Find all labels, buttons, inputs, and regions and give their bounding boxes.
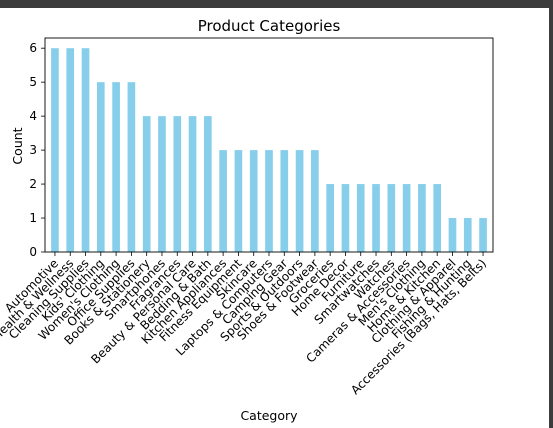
bar [112,82,120,253]
chart-title: Product Categories [198,17,341,35]
bar [372,184,380,252]
bar [341,184,350,252]
plot-area-frame [44,37,494,253]
bar [142,116,151,252]
bar [265,150,273,252]
y-tick-label: 4 [29,109,37,123]
bar [479,218,487,252]
y-tick-label: 0 [29,245,37,259]
bar [433,184,442,252]
bar [387,184,396,252]
bar [448,218,457,252]
bar [51,48,59,252]
bar [326,184,334,252]
x-axis-label: Category [240,408,298,423]
y-axis-label: Count [10,127,25,164]
bar [280,150,289,252]
bar [158,116,166,252]
bar [311,150,319,252]
y-tick-label: 5 [29,75,37,89]
bar [234,150,243,252]
bar [96,82,105,253]
bar [188,116,197,252]
bar [249,150,258,252]
y-tick-label: 3 [29,143,37,157]
bar [173,116,182,252]
bar [81,48,90,252]
y-tick-label: 6 [29,41,37,55]
bar [66,48,75,252]
bar [127,82,136,253]
y-axis-ticks: 0 1 2 3 4 5 6 [29,41,45,259]
bar [204,116,212,252]
bar [463,218,472,252]
y-tick-label: 1 [29,211,37,225]
y-tick-label: 2 [29,177,37,191]
chart-figure: Product Categories Count Category 0 1 2 3 4 5… [0,8,549,428]
bar-chart: Product Categories Count Category 0 1 2 3 4 5… [0,17,494,423]
bars-group [51,48,487,253]
bar [418,184,426,252]
bar [402,184,411,252]
bar [295,150,304,252]
bar [219,150,227,252]
bar [356,184,365,252]
